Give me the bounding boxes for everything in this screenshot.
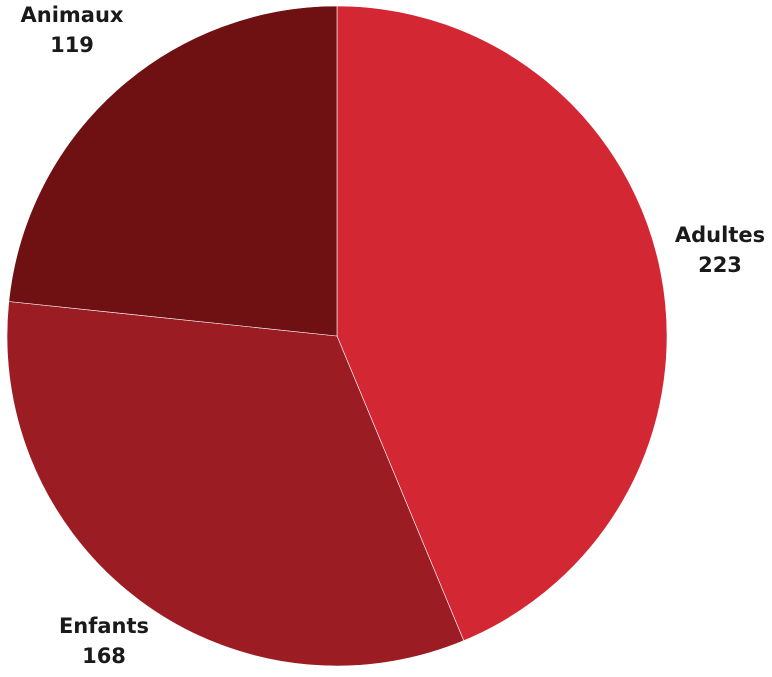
slice-label-enfants: Enfants — [59, 614, 149, 638]
pie-slices — [6, 5, 668, 667]
slice-label-animaux: Animaux — [21, 3, 124, 27]
pie-slice-enfants — [6, 301, 465, 667]
pie-data-labels: Adultes 223 Enfants 168 Animaux 119 — [21, 3, 766, 668]
slice-label-adultes: Adultes — [675, 223, 765, 247]
slice-value-adultes: 223 — [698, 253, 742, 277]
pie-slice-adultes — [336, 5, 668, 642]
pie-slice-animaux — [8, 5, 338, 337]
slice-value-enfants: 168 — [82, 644, 126, 668]
slice-value-animaux: 119 — [50, 33, 94, 57]
